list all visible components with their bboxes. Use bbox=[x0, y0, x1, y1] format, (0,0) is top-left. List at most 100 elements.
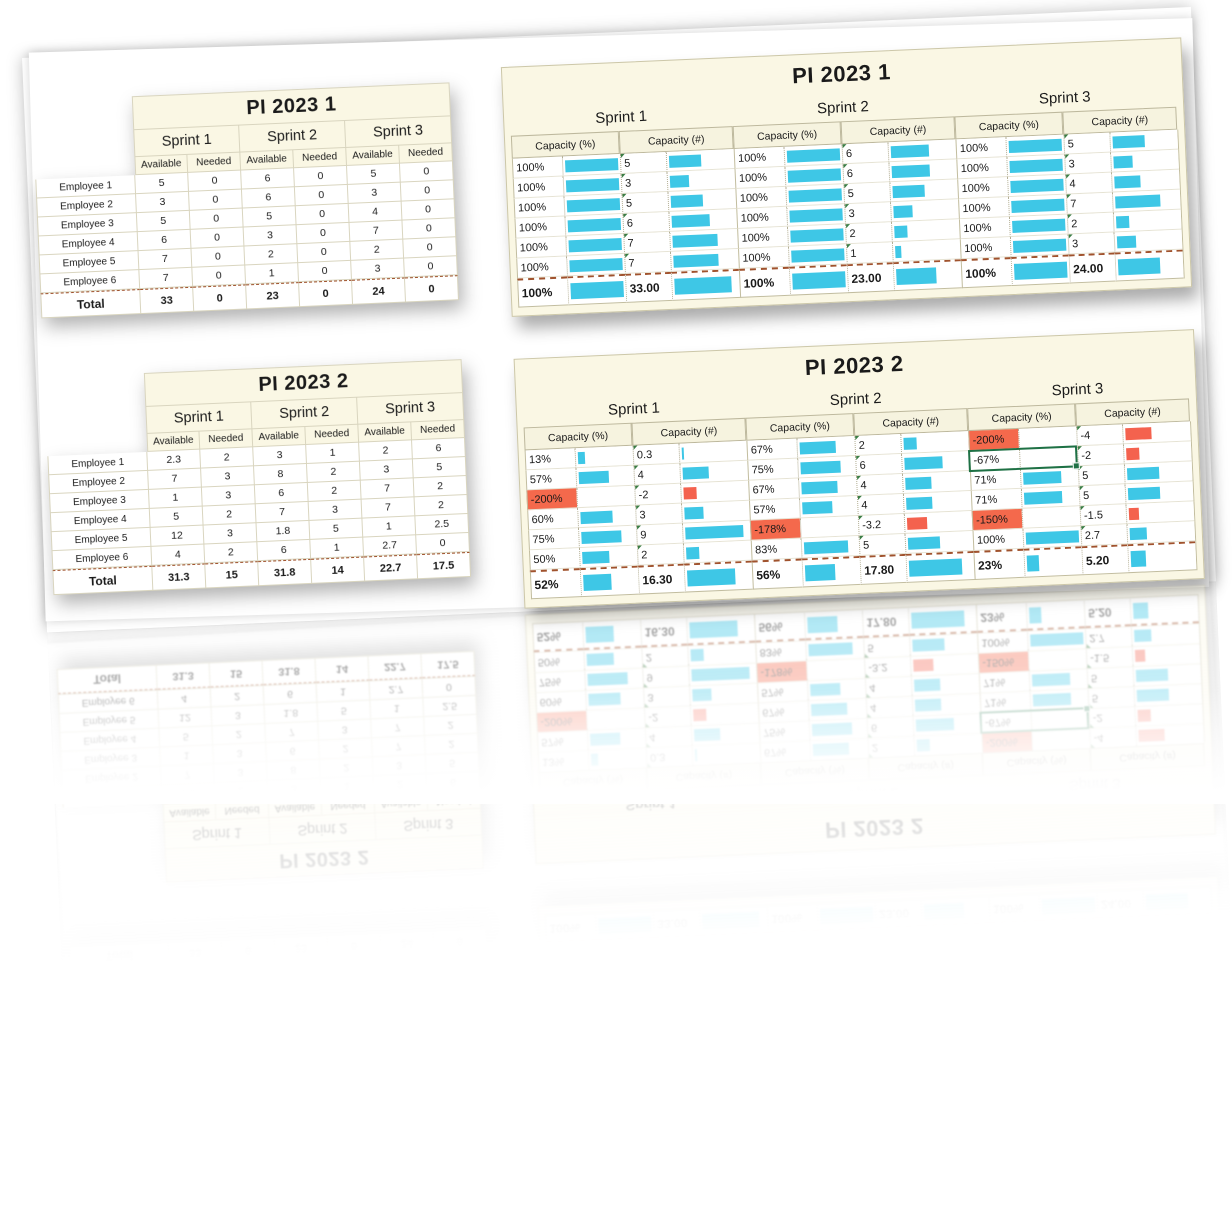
total-cell[interactable]: 15 bbox=[205, 561, 260, 589]
capacity-num-cell[interactable]: 7 bbox=[624, 251, 671, 274]
plan-cell[interactable]: 3 bbox=[351, 258, 405, 280]
capacity-num-cell[interactable]: 4 bbox=[856, 474, 903, 496]
capacity-pct-cell[interactable]: 50% bbox=[528, 548, 580, 571]
capacity-num-cell[interactable]: 2 bbox=[1066, 212, 1114, 235]
total-pct-cell[interactable]: 100% bbox=[960, 257, 1012, 289]
capacity-num-cell[interactable]: 5 bbox=[843, 182, 891, 205]
plan-cell[interactable]: 6 bbox=[254, 482, 309, 505]
plan-cell[interactable]: 2 bbox=[350, 239, 405, 261]
capacity-pct-cell[interactable]: 100% bbox=[511, 156, 563, 179]
plan-cell[interactable]: 1.8 bbox=[256, 520, 311, 543]
plan-cell[interactable]: 2 bbox=[359, 440, 413, 462]
capacity-pct-cell[interactable]: -178% bbox=[749, 518, 801, 541]
plan-cell[interactable]: 4 bbox=[151, 544, 206, 566]
capacity-num-cell[interactable]: 6 bbox=[622, 211, 670, 234]
capacity-num-cell[interactable]: 3 bbox=[1064, 152, 1112, 175]
plan-cell[interactable]: 6 bbox=[241, 187, 296, 209]
plan-cell[interactable]: 0 bbox=[403, 237, 458, 259]
plan-cell[interactable]: 2 bbox=[413, 476, 468, 498]
total-cell[interactable]: 0 bbox=[404, 275, 459, 303]
plan-cell[interactable]: 3 bbox=[347, 182, 402, 204]
plan-cell[interactable]: 4 bbox=[348, 201, 403, 223]
plan-cell[interactable]: 7 bbox=[361, 497, 416, 519]
capacity-num-cell[interactable]: 9 bbox=[635, 523, 683, 546]
plan-cell[interactable]: 0 bbox=[404, 256, 458, 278]
capacity-num-cell[interactable]: 7 bbox=[623, 231, 671, 254]
capacity-num-cell[interactable]: 4 bbox=[856, 493, 904, 516]
capacity-pct-cell[interactable]: -200% bbox=[526, 488, 578, 511]
capacity-num-cell[interactable]: 5 bbox=[1063, 132, 1111, 155]
plan-cell[interactable]: 3 bbox=[201, 466, 255, 488]
capacity-num-cell[interactable]: 3 bbox=[620, 171, 668, 194]
total-cell[interactable]: 17.5 bbox=[417, 551, 472, 580]
total-cell[interactable]: 14 bbox=[311, 556, 366, 584]
total-cell[interactable]: 31.8 bbox=[258, 558, 313, 587]
capacity-pct-cell[interactable]: 100% bbox=[513, 196, 565, 219]
plan-cell[interactable]: 0 bbox=[294, 184, 349, 207]
plan-cell[interactable]: 0 bbox=[400, 180, 455, 202]
capacity-pct-cell[interactable]: 100% bbox=[956, 157, 1008, 180]
capacity-pct-cell[interactable]: 100% bbox=[515, 236, 567, 259]
capacity-pct-cell[interactable]: 100% bbox=[957, 177, 1009, 200]
capacity-pct-cell[interactable]: 100% bbox=[959, 237, 1011, 260]
capacity-num-cell[interactable]: 4 bbox=[1065, 172, 1112, 195]
total-num-cell[interactable]: 24.00 bbox=[1068, 252, 1116, 284]
plan-cell[interactable]: 0 bbox=[189, 208, 244, 230]
capacity-pct-cell[interactable]: 100% bbox=[958, 197, 1009, 220]
capacity-pct-cell[interactable]: 57% bbox=[749, 498, 800, 521]
plan-cell[interactable]: 5 bbox=[135, 172, 189, 195]
total-cell[interactable]: 23 bbox=[246, 282, 301, 310]
plan-cell[interactable]: 6 bbox=[257, 539, 312, 562]
plan-cell[interactable]: 3 bbox=[359, 459, 414, 481]
plan-cell[interactable]: 0 bbox=[416, 532, 470, 555]
plan-cell[interactable]: 1 bbox=[362, 516, 417, 538]
capacity-pct-cell[interactable]: 57% bbox=[525, 468, 577, 491]
capacity-num-cell[interactable]: 6 bbox=[842, 162, 890, 185]
plan-cell[interactable]: 6 bbox=[137, 229, 192, 252]
capacity-num-cell[interactable]: 3 bbox=[844, 202, 891, 225]
plan-cell[interactable]: 3 bbox=[243, 225, 298, 247]
plan-cell[interactable]: 1 bbox=[306, 442, 360, 464]
plan-cell[interactable]: 7 bbox=[255, 501, 310, 524]
capacity-num-cell[interactable]: -2 bbox=[1076, 444, 1124, 467]
plan-cell[interactable]: 1 bbox=[245, 263, 300, 285]
capacity-pct-cell[interactable]: 71% bbox=[969, 468, 1021, 492]
capacity-pct-cell[interactable]: 100% bbox=[972, 528, 1024, 551]
capacity-pct-cell[interactable]: 60% bbox=[527, 508, 579, 531]
capacity-num-cell[interactable]: 3 bbox=[635, 503, 682, 526]
capacity-num-cell[interactable]: -2 bbox=[634, 483, 682, 506]
capacity-pct-cell[interactable]: 71% bbox=[970, 488, 1022, 512]
plan-cell[interactable]: 0 bbox=[402, 218, 457, 240]
plan-cell[interactable]: 2 bbox=[200, 447, 255, 469]
capacity-num-cell[interactable]: 2.7 bbox=[1080, 524, 1128, 547]
plan-cell[interactable]: 12 bbox=[150, 525, 205, 547]
plan-cell[interactable]: 2 bbox=[307, 480, 362, 502]
capacity-num-cell[interactable]: 5 bbox=[619, 152, 667, 174]
capacity-pct-cell[interactable]: 100% bbox=[514, 216, 566, 239]
total-cell[interactable]: 24 bbox=[351, 277, 407, 305]
plan-cell[interactable]: 7 bbox=[349, 220, 404, 242]
plan-cell[interactable]: 7 bbox=[139, 267, 194, 290]
capacity-num-cell[interactable]: 3 bbox=[1067, 232, 1115, 255]
plan-cell[interactable]: 2 bbox=[204, 542, 259, 564]
capacity-pct-cell[interactable]: 67% bbox=[746, 438, 798, 461]
capacity-num-cell[interactable]: 0.3 bbox=[632, 443, 680, 466]
capacity-pct-cell[interactable]: 100% bbox=[735, 186, 787, 209]
total-num-cell[interactable]: 17.80 bbox=[859, 553, 907, 585]
capacity-num-cell[interactable]: 5 bbox=[1078, 484, 1126, 507]
capacity-num-cell[interactable]: 6 bbox=[841, 142, 889, 165]
plan-cell[interactable]: 0 bbox=[298, 260, 352, 283]
capacity-num-cell[interactable]: -3.2 bbox=[857, 513, 905, 536]
plan-cell[interactable]: 0 bbox=[401, 199, 456, 221]
total-pct-cell[interactable]: 23% bbox=[973, 548, 1025, 580]
capacity-pct-cell[interactable]: 100% bbox=[733, 146, 785, 170]
capacity-num-cell[interactable]: 5 bbox=[621, 191, 669, 214]
plan-cell[interactable]: 2 bbox=[202, 504, 257, 526]
plan-cell[interactable]: 0 bbox=[295, 203, 350, 226]
capacity-pct-cell[interactable]: 100% bbox=[512, 176, 564, 199]
capacity-num-cell[interactable]: 5 bbox=[1077, 464, 1125, 487]
capacity-pct-cell[interactable]: 67% bbox=[748, 478, 799, 501]
total-cell[interactable]: 22.7 bbox=[364, 554, 419, 582]
total-cell[interactable]: 0 bbox=[193, 284, 248, 312]
capacity-num-cell[interactable]: -1.5 bbox=[1079, 504, 1127, 527]
